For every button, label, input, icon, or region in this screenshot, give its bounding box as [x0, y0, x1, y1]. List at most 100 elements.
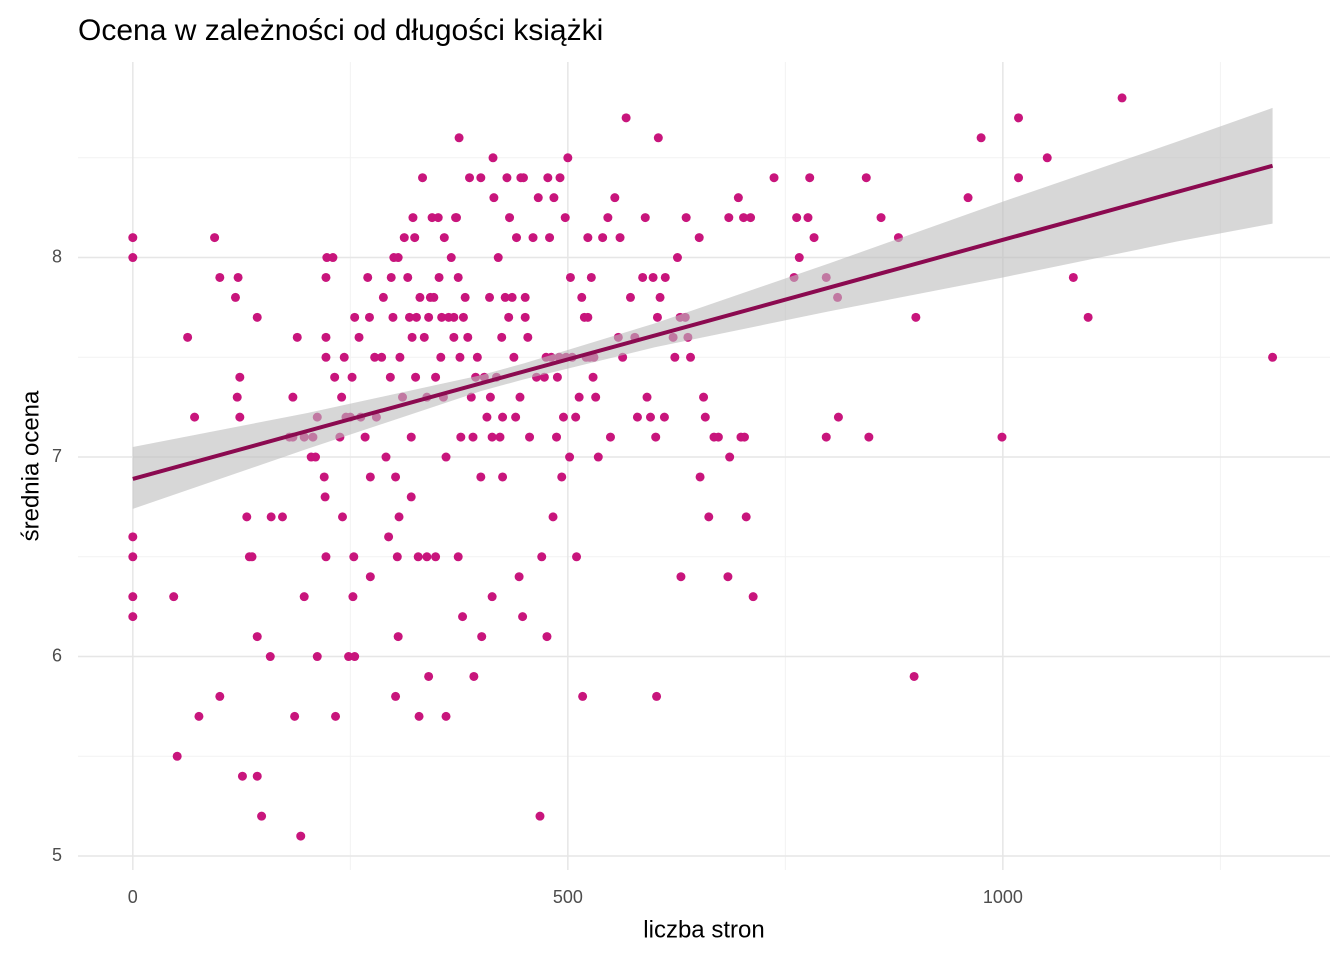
data-point	[583, 312, 593, 322]
data-point	[458, 312, 468, 322]
data-point	[477, 632, 487, 642]
data-point	[406, 432, 416, 442]
data-point	[560, 213, 570, 223]
data-point	[511, 412, 521, 422]
data-point	[482, 412, 492, 422]
trend-line	[132, 163, 1274, 481]
data-point	[997, 432, 1007, 442]
data-point	[520, 312, 530, 322]
data-point	[672, 253, 682, 263]
data-point	[651, 432, 661, 442]
data-point	[128, 612, 138, 622]
data-point	[404, 312, 414, 322]
data-point	[365, 572, 375, 582]
data-point	[681, 213, 691, 223]
data-point	[514, 572, 524, 582]
data-point	[1042, 153, 1052, 163]
data-point	[655, 292, 665, 302]
y-tick-label: 7	[52, 446, 62, 466]
data-point	[424, 671, 434, 681]
data-point	[299, 592, 309, 602]
data-point	[505, 213, 515, 223]
y-tick-label: 5	[52, 845, 62, 865]
data-point	[247, 552, 257, 562]
data-point	[497, 332, 507, 342]
data-point	[436, 352, 446, 362]
data-point	[805, 173, 815, 183]
data-point	[792, 213, 802, 223]
data-point	[571, 412, 581, 422]
data-point	[976, 133, 986, 143]
data-point	[424, 312, 434, 322]
data-point	[169, 592, 179, 602]
data-point	[468, 432, 478, 442]
data-point	[230, 292, 240, 302]
data-point	[642, 392, 652, 402]
x-axis-title: liczba stron	[643, 916, 764, 943]
data-point	[509, 352, 519, 362]
data-point	[572, 552, 582, 562]
data-point	[500, 292, 510, 302]
data-point	[431, 552, 441, 562]
y-tick-label: 8	[52, 246, 62, 266]
data-point	[266, 512, 276, 522]
data-point	[476, 472, 486, 482]
data-point	[739, 432, 749, 442]
data-point	[469, 671, 479, 681]
data-point	[645, 412, 655, 422]
data-point	[418, 173, 428, 183]
confidence-band	[132, 107, 1273, 509]
data-point	[549, 193, 559, 203]
data-point	[523, 332, 533, 342]
data-point	[364, 312, 374, 322]
data-point	[533, 193, 543, 203]
data-point	[504, 312, 514, 322]
data-point	[539, 372, 549, 382]
data-point	[548, 512, 558, 522]
data-point	[1117, 93, 1127, 103]
data-point	[670, 352, 680, 362]
data-point	[603, 213, 613, 223]
data-point	[319, 472, 329, 482]
data-point	[518, 612, 528, 622]
data-point	[410, 233, 420, 243]
data-point	[128, 592, 138, 602]
data-point	[337, 512, 347, 522]
data-point	[453, 272, 463, 282]
data-point	[407, 332, 417, 342]
data-point	[652, 312, 662, 322]
data-point	[465, 173, 475, 183]
data-point	[485, 392, 495, 402]
data-point	[292, 332, 302, 342]
data-point	[190, 412, 200, 422]
data-point	[296, 831, 306, 841]
data-point	[348, 592, 358, 602]
data-point	[535, 811, 545, 821]
data-point	[632, 412, 642, 422]
data-point	[488, 153, 498, 163]
data-point	[809, 233, 819, 243]
data-point	[1268, 352, 1278, 362]
data-point	[320, 492, 330, 502]
data-point	[577, 292, 587, 302]
data-point	[128, 253, 138, 263]
data-point	[861, 173, 871, 183]
data-point	[555, 173, 565, 183]
y-axis-title: średnia ocena	[17, 390, 44, 541]
data-point	[392, 552, 402, 562]
data-point	[252, 632, 262, 642]
data-point	[507, 292, 517, 302]
data-point	[277, 512, 287, 522]
data-point	[321, 352, 331, 362]
data-point	[652, 691, 662, 701]
data-point	[615, 233, 625, 243]
data-point	[411, 372, 421, 382]
data-point	[610, 193, 620, 203]
data-point	[489, 193, 499, 203]
data-point	[321, 272, 331, 282]
x-tick-label: 500	[553, 887, 583, 907]
data-point	[638, 272, 648, 282]
data-point	[252, 312, 262, 322]
data-point	[700, 412, 710, 422]
data-point	[1014, 113, 1024, 123]
